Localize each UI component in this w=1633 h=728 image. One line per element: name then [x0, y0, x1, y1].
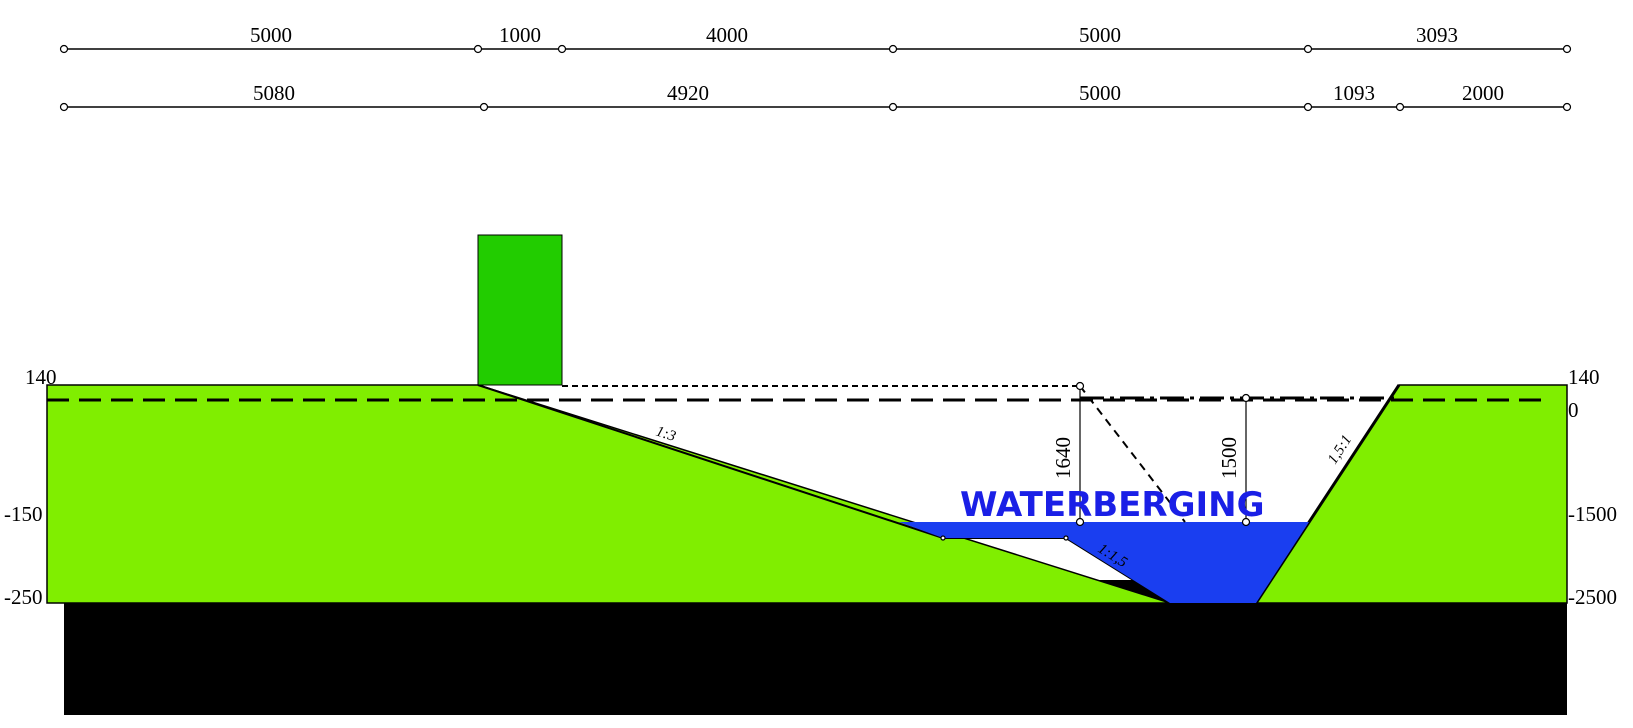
- dim-second-1: 5080: [253, 81, 295, 105]
- height-label-1640: 1640: [1051, 437, 1075, 479]
- dim-top-3: 4000: [706, 23, 748, 47]
- title-waterberging: WATERBERGING: [960, 485, 1265, 525]
- dim-marker: [557, 44, 567, 54]
- right-slope-line: [1254, 384, 1401, 604]
- water-body: [899, 522, 1309, 603]
- level-right-2500: -2500: [1568, 585, 1617, 609]
- dim-marker: [1075, 381, 1085, 391]
- dim-marker: [1063, 535, 1069, 541]
- dim-marker: [940, 535, 946, 541]
- dim-second-2: 4920: [667, 81, 709, 105]
- dim-top-5: 3093: [1416, 23, 1458, 47]
- wall: [477, 234, 563, 386]
- dim-marker: [59, 102, 69, 112]
- dim-marker: [59, 44, 69, 54]
- level-right-0: 0: [1568, 398, 1579, 422]
- dim-marker: [1395, 102, 1405, 112]
- level-right-140: 140: [1568, 365, 1600, 389]
- dim-marker: [1303, 44, 1313, 54]
- dim-top-2: 1000: [499, 23, 541, 47]
- right-embankment: [1254, 384, 1568, 604]
- level-left-140: 140: [25, 365, 57, 389]
- dim-top-4: 5000: [1079, 23, 1121, 47]
- slope-label-1-3: 1:3: [654, 424, 678, 445]
- dim-top-1: 5000: [250, 23, 292, 47]
- height-label-1500: 1500: [1217, 437, 1241, 479]
- diagonal-dashed: [1079, 385, 1186, 523]
- dim-marker: [1241, 393, 1251, 403]
- dim-second-5: 2000: [1462, 81, 1504, 105]
- dim-marker: [1562, 102, 1572, 112]
- dim-marker: [1562, 44, 1572, 54]
- level-left-150: -150: [4, 502, 43, 526]
- level-right-1500: -1500: [1568, 502, 1617, 526]
- level-left-250: -250: [4, 585, 43, 609]
- dim-marker: [1241, 517, 1251, 527]
- dim-marker: [888, 102, 898, 112]
- dim-marker: [1303, 102, 1313, 112]
- dim-marker: [473, 44, 483, 54]
- dim-second-4: 1093: [1333, 81, 1375, 105]
- dim-marker: [1075, 517, 1085, 527]
- dim-second-3: 5000: [1079, 81, 1121, 105]
- dim-marker: [479, 102, 489, 112]
- dim-marker: [888, 44, 898, 54]
